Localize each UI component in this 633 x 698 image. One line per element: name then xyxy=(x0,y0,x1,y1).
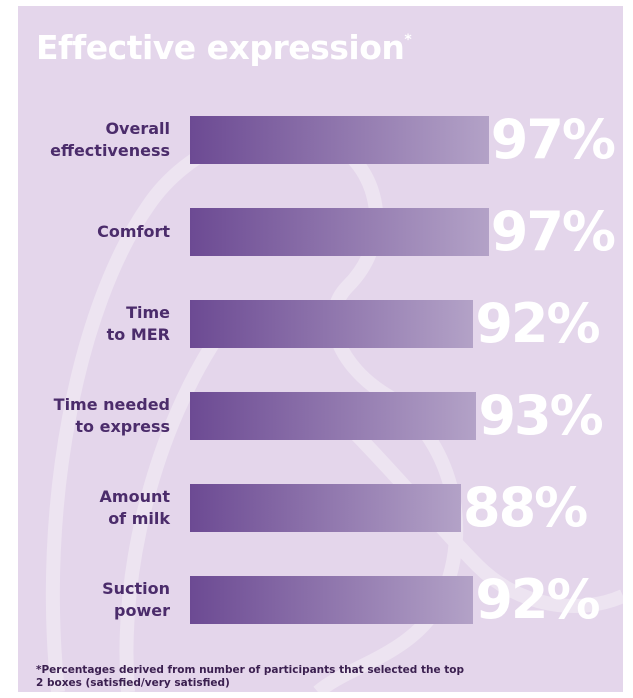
value-label: 97% xyxy=(490,108,616,171)
category-label: Overall effectiveness xyxy=(50,119,170,160)
value-label: 97% xyxy=(490,200,616,263)
footnote: *Percentages derived from number of part… xyxy=(36,664,464,689)
value-label: 93% xyxy=(478,384,603,447)
bar xyxy=(190,208,489,256)
category-label: Suction power xyxy=(102,579,170,620)
title-text: Effective expression xyxy=(36,28,405,67)
chart-title: Effective expression* xyxy=(36,28,412,67)
bar xyxy=(190,116,489,164)
silhouette-line xyxy=(119,332,224,692)
bar xyxy=(190,300,474,348)
category-label: Time needed to express xyxy=(53,395,170,436)
category-label: Comfort xyxy=(97,222,170,241)
title-mark: * xyxy=(404,32,412,48)
value-label: 88% xyxy=(463,476,588,539)
bar xyxy=(190,392,477,440)
value-label: 92% xyxy=(475,292,600,355)
value-label: 92% xyxy=(475,568,600,631)
category-label: Time to MER xyxy=(106,303,170,344)
bar xyxy=(190,484,462,532)
panel: Effective expression* *Percentages deriv… xyxy=(18,6,623,692)
silhouette-line xyxy=(343,421,623,613)
bar xyxy=(190,576,474,624)
category-label: Amount of milk xyxy=(99,487,170,528)
